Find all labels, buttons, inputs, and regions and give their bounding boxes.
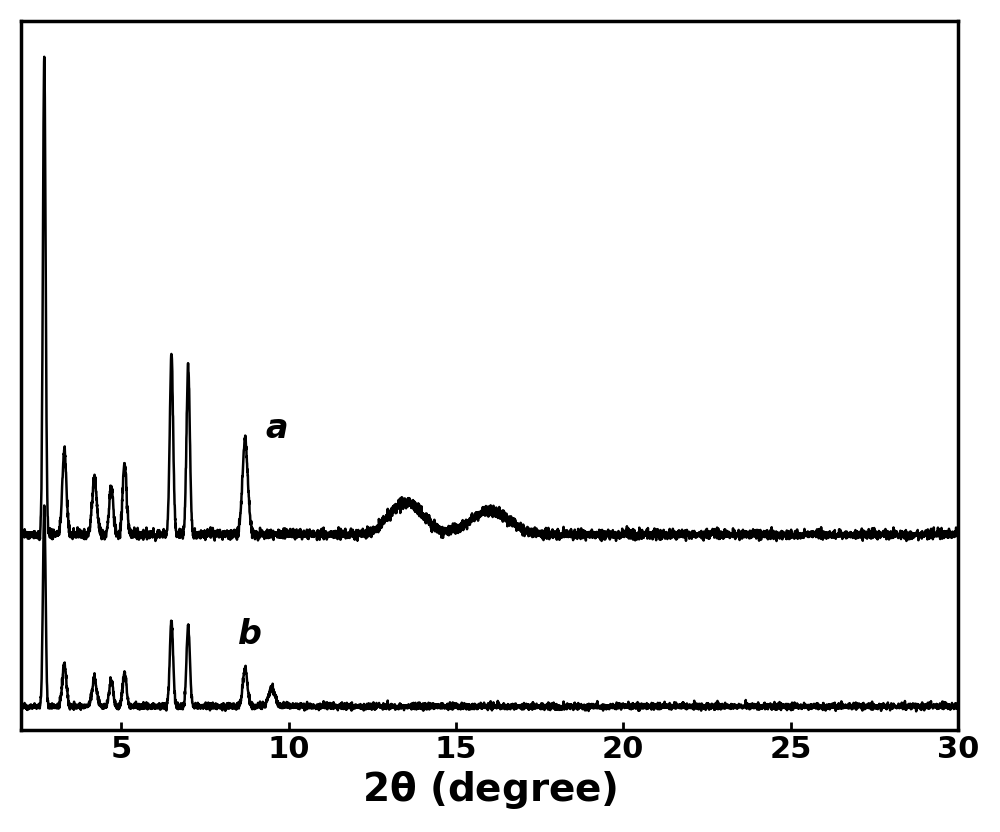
Text: a: a xyxy=(265,412,288,445)
X-axis label: $\mathbf{2\theta}$ $\mathbf{(degree)}$: $\mathbf{2\theta}$ $\mathbf{(degree)}$ xyxy=(362,769,617,811)
Text: b: b xyxy=(238,617,262,651)
